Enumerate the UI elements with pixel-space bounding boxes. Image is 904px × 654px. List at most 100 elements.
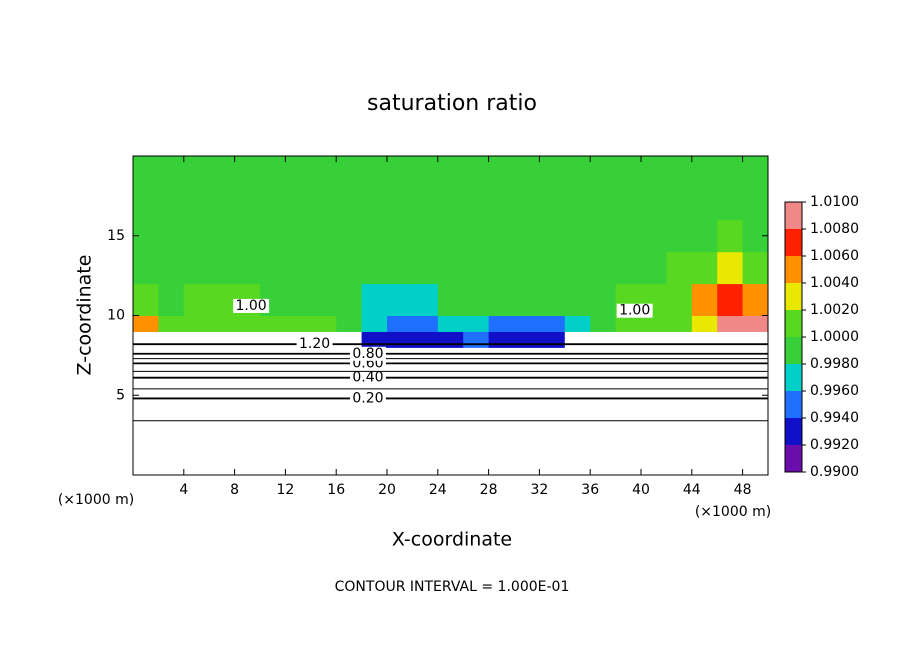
cell [310, 443, 337, 476]
contour-label: 1.00 [236, 298, 267, 314]
colorbar-tick-label: 0.9920 [810, 437, 859, 453]
cell [158, 331, 185, 348]
cell [463, 315, 490, 332]
colorbar-tick-label: 0.9940 [810, 410, 859, 426]
contour-label-bg [233, 298, 270, 313]
cell [691, 251, 718, 285]
cell [437, 283, 464, 316]
y-tick-label: 15 [107, 228, 125, 244]
cell [742, 347, 769, 364]
cell [717, 331, 744, 348]
cell [742, 443, 769, 476]
cell [361, 219, 388, 253]
cell [514, 251, 540, 285]
cell [742, 156, 769, 221]
cell [133, 331, 159, 348]
colorbar-tick-label: 1.0000 [810, 329, 859, 345]
cell [717, 219, 744, 253]
cell [590, 379, 617, 396]
cell [260, 251, 286, 285]
cell [336, 315, 363, 332]
cell [310, 347, 337, 364]
cell [691, 347, 718, 364]
colorbar-band [785, 445, 802, 472]
cell [285, 443, 312, 476]
colorbar-tick-label: 1.0080 [810, 221, 859, 237]
cell [209, 347, 236, 364]
cell [387, 283, 413, 316]
cell [260, 315, 286, 332]
cell [514, 347, 540, 364]
cell [742, 411, 769, 444]
cell [590, 219, 617, 253]
cell [437, 347, 464, 364]
cell [641, 219, 667, 253]
cell [209, 156, 236, 221]
cell [387, 395, 413, 412]
cell [183, 251, 210, 285]
colorbar-tick-label: 1.0100 [810, 194, 859, 210]
cell [641, 443, 667, 476]
colorbar-tick-label: 0.9960 [810, 383, 859, 399]
cell [539, 379, 566, 396]
cell [336, 411, 363, 444]
cell [310, 379, 337, 396]
cell [310, 395, 337, 412]
cell [691, 219, 718, 253]
x-unit: (×1000 m) [695, 504, 771, 520]
cell [666, 411, 693, 444]
cell [361, 156, 388, 221]
cell [463, 379, 490, 396]
x-tick-label: 28 [480, 482, 498, 498]
cell [387, 331, 413, 348]
chart-title: saturation ratio [367, 91, 537, 116]
cell [717, 283, 744, 316]
cell [361, 411, 388, 444]
x-tick-label: 40 [632, 482, 650, 498]
contour-label-bg [349, 391, 386, 406]
cell [666, 395, 693, 412]
colorbar-tick-label: 0.9900 [810, 464, 859, 480]
cell [488, 315, 515, 332]
cell [437, 443, 464, 476]
cell [158, 411, 185, 444]
cell [209, 283, 236, 316]
cell [488, 156, 515, 221]
contour-label: 1.20 [299, 336, 330, 352]
cell [260, 347, 286, 364]
cell [717, 156, 744, 221]
cell [717, 411, 744, 444]
cell [133, 283, 159, 316]
cell [412, 347, 439, 364]
cell [234, 443, 261, 476]
cell [463, 443, 490, 476]
cell [488, 443, 515, 476]
cell [590, 251, 617, 285]
cell [463, 251, 490, 285]
cell [691, 283, 718, 316]
cell [666, 379, 693, 396]
cell [336, 283, 363, 316]
cell [488, 219, 515, 253]
cell [488, 395, 515, 412]
cell [514, 395, 540, 412]
colorbar-tick-label: 1.0060 [810, 248, 859, 264]
cell [183, 411, 210, 444]
cell [539, 443, 566, 476]
cell [209, 379, 236, 396]
cell [717, 315, 744, 332]
colorbar-band [785, 364, 802, 391]
x-tick-label: 32 [530, 482, 548, 498]
x-tick-label: 12 [276, 482, 294, 498]
cell [641, 315, 667, 332]
cell [234, 395, 261, 412]
colorbar-band [785, 283, 802, 310]
cell [285, 251, 312, 285]
cell [234, 347, 261, 364]
cell [564, 395, 591, 412]
cell [209, 219, 236, 253]
cell [387, 219, 413, 253]
colorbar-band [785, 337, 802, 364]
cell [158, 395, 185, 412]
cell [183, 156, 210, 221]
